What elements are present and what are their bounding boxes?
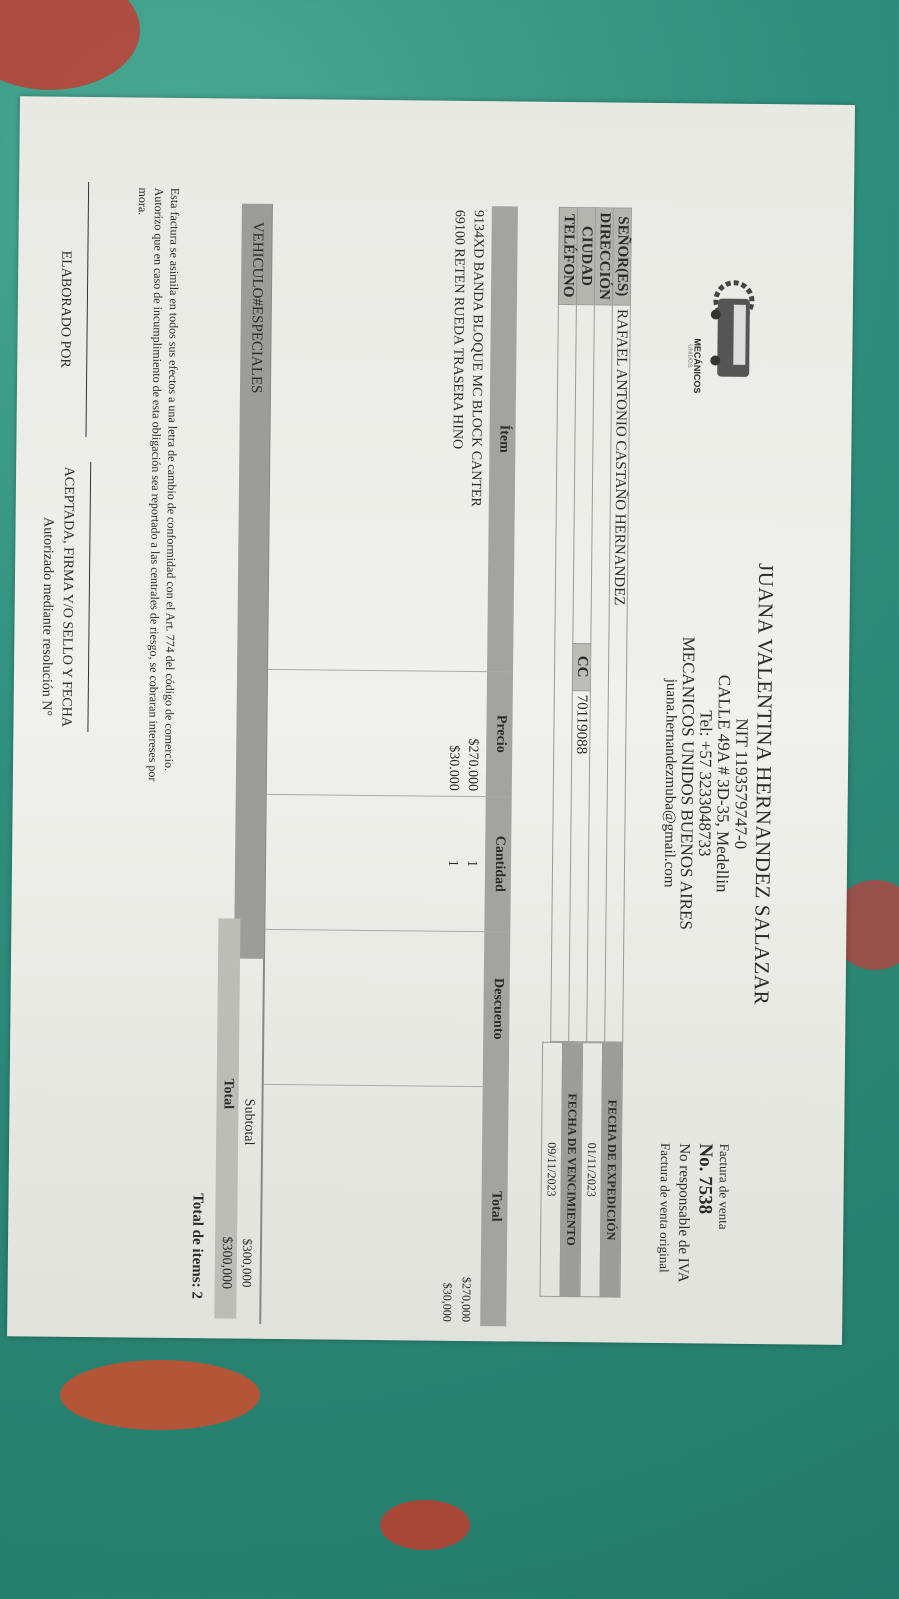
client-phone-label: TELÉFONO (558, 207, 578, 305)
made-by-label: ELABORADO POR (57, 250, 74, 368)
background-pattern (60, 1360, 260, 1430)
client-address-label: DIRECCIÓN (594, 207, 614, 305)
total-row: Total $300,000 (214, 918, 241, 1319)
logo-text: MECÁNICOS (691, 338, 703, 394)
client-name-label: SEÑOR(ES) (612, 207, 632, 305)
bus-gear-logo-icon (710, 280, 755, 377)
header-discount: Descuento (490, 978, 506, 1040)
signature-line-made-by (85, 181, 90, 437)
company-logo: MECÁNICOS UNIDOS (685, 278, 758, 399)
header-price: Precio (493, 714, 509, 753)
background-pattern (0, 0, 140, 90)
row1-total: $270,000 (459, 1276, 474, 1323)
row1-qty: 1 (463, 859, 480, 868)
accepted-label: ACEPTADA, FIRMA Y/O SELLO Y FECHA (58, 466, 77, 727)
client-id-number: 70119088 (568, 690, 591, 1042)
invoice-copy: Factura de venta original (656, 1142, 674, 1273)
client-table: SEÑOR(ES) RAFAEL ANTONIO CASTAÑO HERNAND… (550, 207, 632, 1043)
invoice-paper: MECÁNICOS UNIDOS JUANA VALENTINA HERNAND… (7, 96, 855, 1345)
row2-discount (458, 931, 460, 1086)
tax-note: No responsable de IVA (674, 1143, 693, 1283)
row2-item: 69100 RETEN RUEDA TRASERA HINO (449, 209, 467, 450)
client-id-type: CC (572, 643, 591, 691)
row1-discount (477, 931, 479, 1086)
header-quantity: Cantidad (491, 835, 508, 892)
item-count: Total de items: 2 (188, 1193, 206, 1299)
client-city-label: CIUDAD (576, 207, 596, 305)
header-total: Total (488, 1190, 504, 1222)
row1-price: $270.000 (464, 738, 481, 792)
items-table: Ítem Precio Cantidad Descuento Total 913… (259, 203, 518, 1327)
invoice-type: Factura de venta (716, 1143, 733, 1230)
row1-item: 9134XD BANDA BLOQUE MC BLOCK CANTER (467, 209, 486, 507)
due-date: 09/11/2023 (540, 1042, 563, 1297)
subtotal-label: Subtotal (241, 1098, 257, 1146)
row2-price: $30.000 (445, 745, 462, 791)
subtotal-value: $300,000 (239, 1238, 256, 1288)
issue-date: 01/11/2023 (580, 1042, 603, 1297)
total-value: $300,000 (218, 1236, 235, 1290)
resolution-label: Autorizado mediante resolución N° (38, 517, 56, 717)
background-pattern (380, 1500, 470, 1550)
dates-table: FECHA DE EXPEDICIÓN 01/11/2023 FECHA DE … (540, 1042, 624, 1298)
row2-total: $30,000 (440, 1282, 455, 1322)
signature-line-accepted (87, 462, 92, 733)
issue-date-label: FECHA DE EXPEDICIÓN (600, 1042, 623, 1298)
total-label: Total (220, 1078, 236, 1110)
client-city (572, 304, 595, 644)
invoice-number: No. 7538 (694, 1143, 717, 1215)
due-date-label: FECHA DE VENCIMIENTO (560, 1042, 583, 1297)
row2-qty: 1 (445, 859, 461, 867)
